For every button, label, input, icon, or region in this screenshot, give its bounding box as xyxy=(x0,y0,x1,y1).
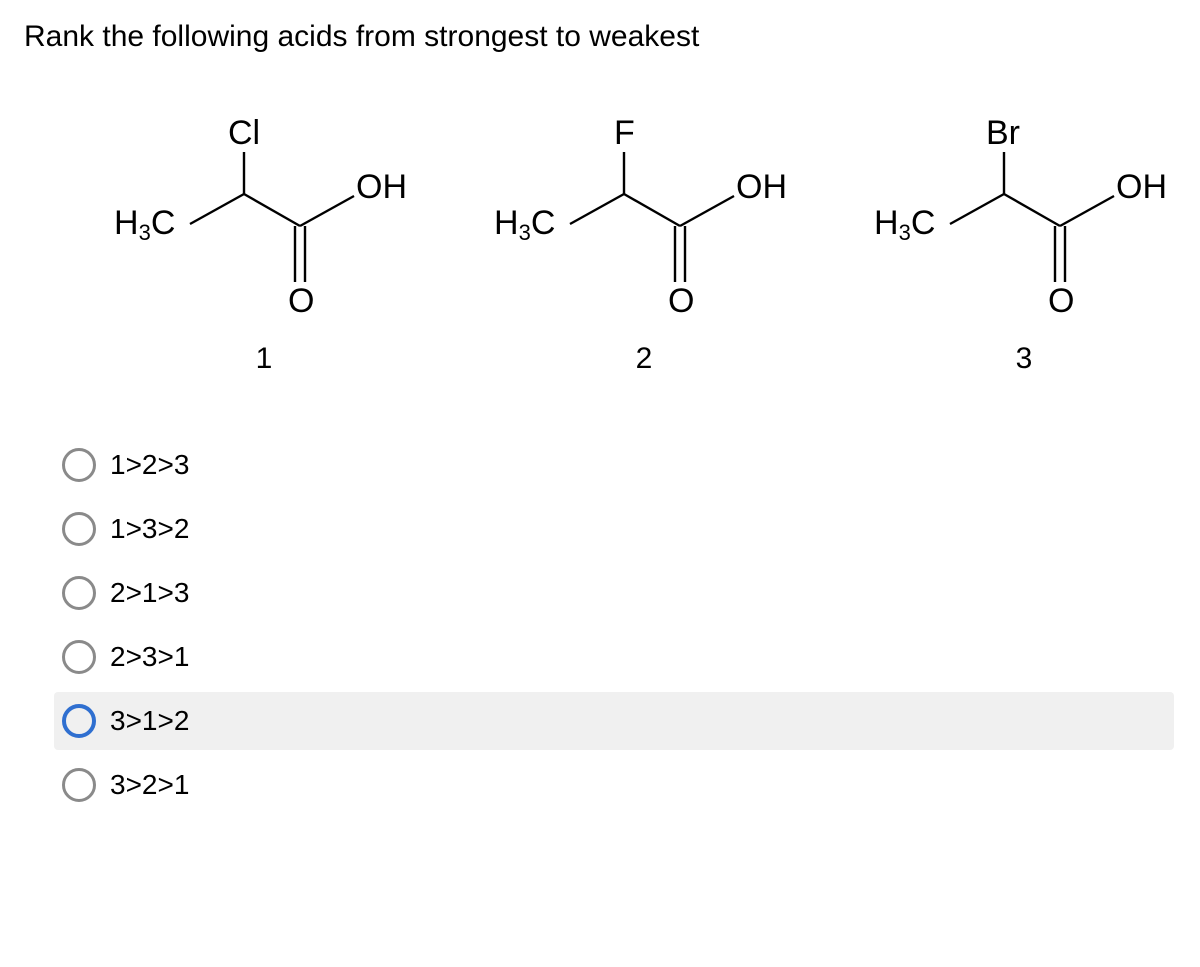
radio-icon[interactable] xyxy=(62,704,96,738)
atom-halogen: F xyxy=(614,114,635,152)
option-1[interactable]: 1>3>2 xyxy=(54,500,1174,558)
atom-oh: OH xyxy=(356,168,407,206)
molecule-2: H3C F O OH 2 xyxy=(484,114,804,376)
question-text: Rank the following acids from strongest … xyxy=(24,20,1176,54)
atom-ch3: H3C xyxy=(494,204,555,245)
molecule-1-structure: H3C Cl O OH xyxy=(104,114,424,324)
bond xyxy=(1060,196,1114,226)
bond xyxy=(624,194,680,226)
option-label: 1>3>2 xyxy=(110,513,189,545)
molecule-3: H3C Br O OH 3 xyxy=(864,114,1184,376)
option-5[interactable]: 3>2>1 xyxy=(54,756,1174,814)
radio-icon[interactable] xyxy=(62,448,96,482)
bond xyxy=(300,196,354,226)
option-label: 3>1>2 xyxy=(110,705,189,737)
bond xyxy=(950,194,1004,224)
bond xyxy=(570,194,624,224)
radio-icon[interactable] xyxy=(62,640,96,674)
molecule-number: 2 xyxy=(636,342,653,376)
atom-o: O xyxy=(668,282,694,320)
molecules-row: H3C Cl O OH 1 H3C F O xyxy=(24,114,1176,376)
radio-icon[interactable] xyxy=(62,512,96,546)
molecule-1: H3C Cl O OH 1 xyxy=(104,114,424,376)
answer-options: 1>2>3 1>3>2 2>1>3 2>3>1 3>1>2 3>2>1 xyxy=(24,436,1176,814)
atom-o: O xyxy=(288,282,314,320)
bond xyxy=(244,194,300,226)
atom-halogen: Cl xyxy=(228,114,260,152)
option-2[interactable]: 2>1>3 xyxy=(54,564,1174,622)
radio-icon[interactable] xyxy=(62,768,96,802)
molecule-number: 3 xyxy=(1016,342,1033,376)
radio-icon[interactable] xyxy=(62,576,96,610)
atom-oh: OH xyxy=(1116,168,1167,206)
option-label: 2>1>3 xyxy=(110,577,189,609)
atom-ch3: H3C xyxy=(874,204,935,245)
molecule-2-structure: H3C F O OH xyxy=(484,114,804,324)
molecule-3-structure: H3C Br O OH xyxy=(864,114,1184,324)
molecule-number: 1 xyxy=(256,342,273,376)
bond xyxy=(190,194,244,224)
atom-oh: OH xyxy=(736,168,787,206)
option-label: 3>2>1 xyxy=(110,769,189,801)
atom-o: O xyxy=(1048,282,1074,320)
option-label: 1>2>3 xyxy=(110,449,189,481)
atom-halogen: Br xyxy=(986,114,1020,152)
atom-ch3: H3C xyxy=(114,204,175,245)
bond xyxy=(680,196,734,226)
option-0[interactable]: 1>2>3 xyxy=(54,436,1174,494)
option-3[interactable]: 2>3>1 xyxy=(54,628,1174,686)
option-label: 2>3>1 xyxy=(110,641,189,673)
bond xyxy=(1004,194,1060,226)
option-4[interactable]: 3>1>2 xyxy=(54,692,1174,750)
